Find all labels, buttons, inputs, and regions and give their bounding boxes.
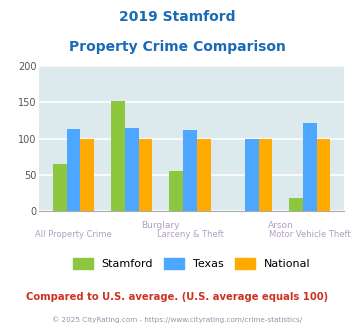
- Bar: [138, 139, 152, 211]
- Text: Burglary: Burglary: [142, 221, 180, 230]
- Bar: [289, 198, 303, 211]
- Bar: [197, 139, 211, 211]
- Legend: Stamford, Texas, National: Stamford, Texas, National: [69, 254, 315, 274]
- Text: © 2025 CityRating.com - https://www.cityrating.com/crime-statistics/: © 2025 CityRating.com - https://www.city…: [53, 317, 302, 323]
- Bar: [245, 139, 258, 211]
- Bar: [303, 123, 317, 211]
- Text: Compared to U.S. average. (U.S. average equals 100): Compared to U.S. average. (U.S. average …: [26, 292, 329, 302]
- Text: All Property Crime: All Property Crime: [35, 230, 112, 239]
- Bar: [125, 128, 138, 211]
- Text: Motor Vehicle Theft: Motor Vehicle Theft: [269, 230, 351, 239]
- Bar: [169, 171, 183, 211]
- Bar: [53, 164, 67, 211]
- Bar: [80, 139, 94, 211]
- Bar: [258, 139, 272, 211]
- Text: Larceny & Theft: Larceny & Theft: [157, 230, 223, 239]
- Text: Arson: Arson: [268, 221, 294, 230]
- Text: Property Crime Comparison: Property Crime Comparison: [69, 40, 286, 53]
- Bar: [317, 139, 331, 211]
- Bar: [183, 130, 197, 211]
- Text: 2019 Stamford: 2019 Stamford: [119, 10, 236, 24]
- Bar: [67, 129, 80, 211]
- Bar: [111, 101, 125, 211]
